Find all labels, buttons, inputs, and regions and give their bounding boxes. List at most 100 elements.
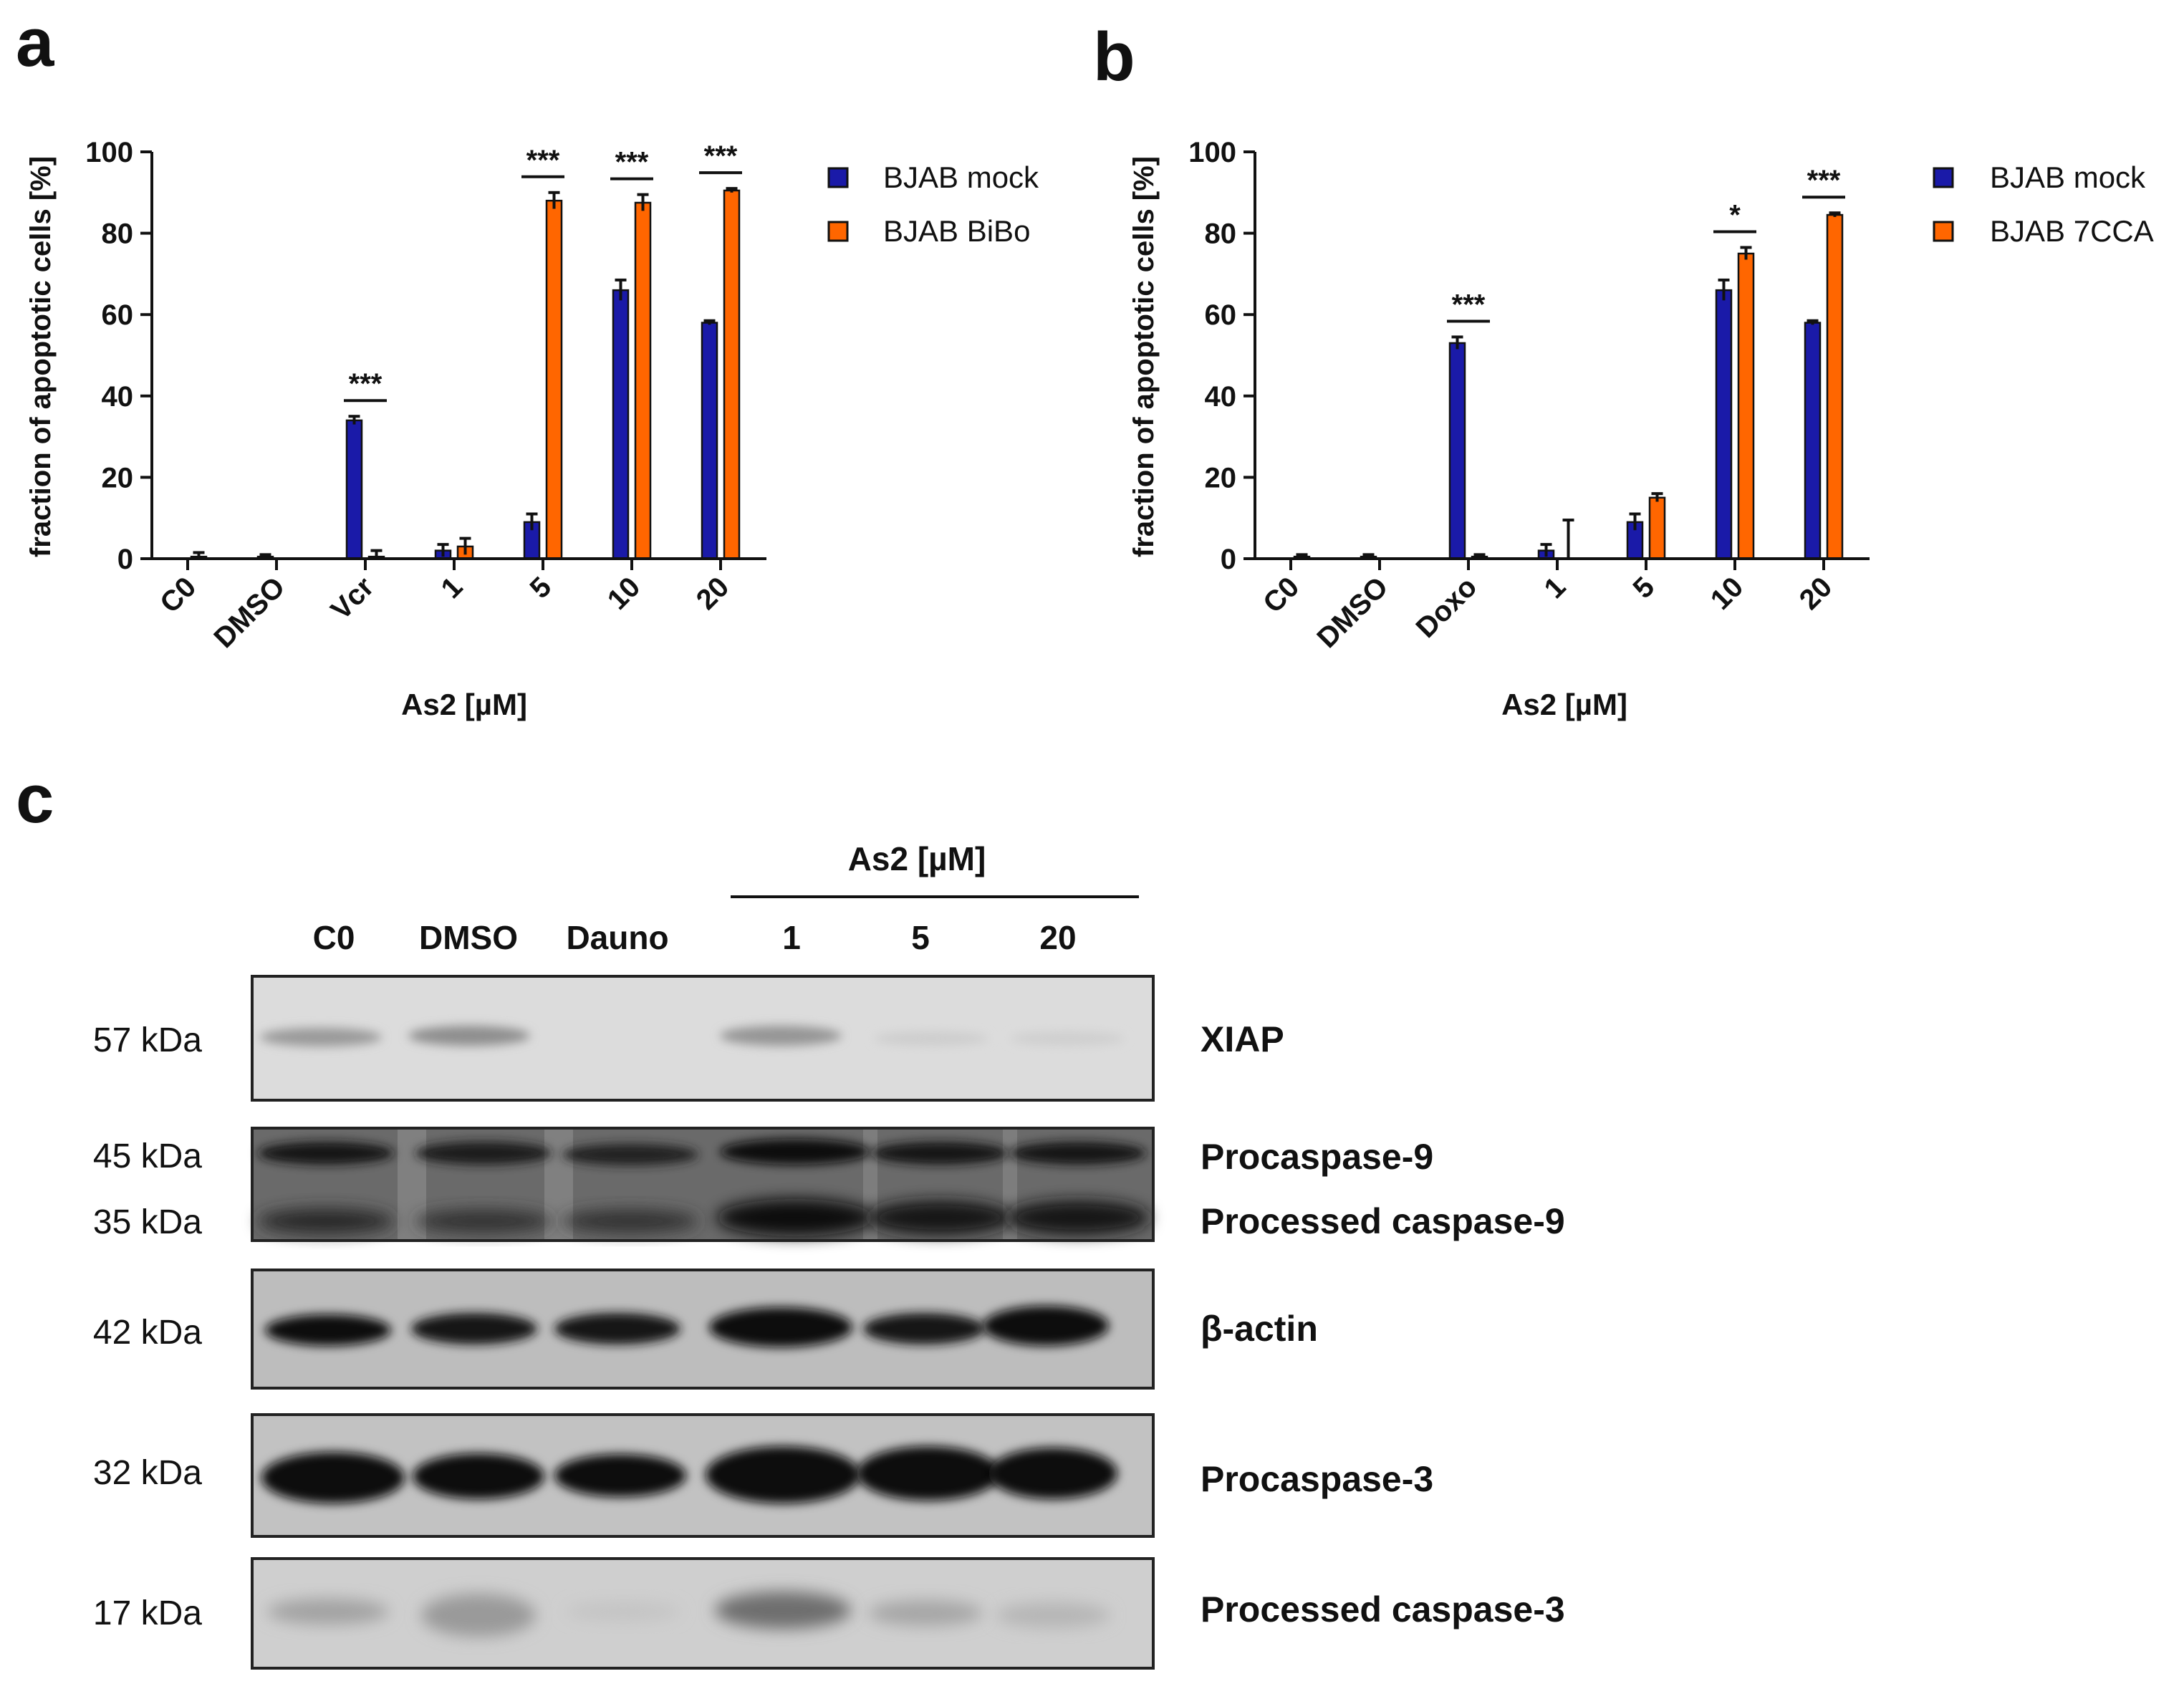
error-bar xyxy=(548,191,560,209)
bar-treated xyxy=(1737,252,1755,560)
blot-size-label: 45 kDa xyxy=(93,1137,202,1175)
blot-treatment-header: As2 [µM] xyxy=(848,840,986,877)
bar-mock xyxy=(701,322,718,560)
band-procasp3-20 xyxy=(988,1448,1117,1499)
error-bar xyxy=(526,512,538,531)
band-procasp3-dmso xyxy=(413,1453,544,1499)
significance-marker: *** xyxy=(521,145,564,178)
svg-text:***: *** xyxy=(1807,165,1841,196)
chart-b-legend-swatch-mock xyxy=(1933,167,1954,188)
band-casp9-dmso xyxy=(415,1210,552,1233)
bar-mock xyxy=(1448,342,1466,560)
band-actin-dmso xyxy=(411,1313,537,1344)
chart-a-legend-swatch-bibo xyxy=(827,221,849,242)
band-actin-5 xyxy=(863,1313,985,1344)
western-blot: As2 [µM] C0 DMSO Dauno 1 5 20 57 kDa XIA… xyxy=(93,840,1565,1670)
blot-frame xyxy=(251,1413,1155,1538)
blot-row-beta-actin: 42 kDa β-actin xyxy=(93,1269,1318,1390)
significance-marker: *** xyxy=(1802,165,1845,199)
chart-a-x-axis-label: As2 [µM] xyxy=(401,688,527,721)
x-tick-label: DMSO xyxy=(208,571,291,654)
x-tick-label: Vcr xyxy=(325,571,380,626)
error-bar xyxy=(459,536,471,555)
band-procasp3-c0 xyxy=(261,1452,405,1503)
chart-a: *** *** *** *** 0 20 40 60 80 100 C0 DMSO Vcr 1 5 10 2… xyxy=(25,137,1039,721)
bar-treated xyxy=(1826,213,1844,560)
error-bar xyxy=(1651,492,1663,502)
blot-protein-label: XIAP xyxy=(1201,1019,1284,1059)
blot-size-label: 35 kDa xyxy=(93,1203,202,1241)
blot-row-procaspase-3: 32 kDa Procaspase-3 xyxy=(93,1413,1433,1538)
band-procasp9-20 xyxy=(1010,1142,1146,1165)
blot-protein-label: Procaspase-3 xyxy=(1201,1459,1433,1499)
svg-text:***: *** xyxy=(349,368,383,400)
error-bar xyxy=(1807,319,1819,325)
bar-treated xyxy=(723,189,741,560)
band-xiap-1 xyxy=(720,1026,842,1046)
error-bar xyxy=(1540,543,1552,557)
significance-marker: *** xyxy=(699,140,742,175)
band-xiap-20 xyxy=(1010,1031,1125,1046)
x-tick-label: C0 xyxy=(154,571,202,619)
band-actin-c0 xyxy=(265,1314,391,1346)
blot-lane-label: 5 xyxy=(911,919,930,956)
band-casp3-c0 xyxy=(267,1599,389,1624)
band-casp9-c0 xyxy=(258,1208,394,1234)
x-tick-label: 20 xyxy=(1794,571,1839,616)
error-bar xyxy=(1829,211,1841,217)
y-tick-label: 60 xyxy=(1205,299,1237,331)
blot-protein-label: Procaspase-9 xyxy=(1201,1137,1433,1177)
blot-size-label: 57 kDa xyxy=(93,1021,202,1059)
x-tick-label: DMSO xyxy=(1311,571,1394,654)
panel-letter-b: b xyxy=(1093,19,1135,95)
blot-lane-label: Dauno xyxy=(566,919,668,956)
error-bar xyxy=(615,278,627,301)
blot-frame xyxy=(251,1127,1155,1242)
chart-b-legend-label-7cca: BJAB 7CCA xyxy=(1990,214,2154,248)
chart-b-error-bars xyxy=(1296,211,1841,559)
bar-mock xyxy=(345,419,363,560)
band-xiap-c0 xyxy=(260,1028,382,1046)
x-tick-label: 5 xyxy=(1627,571,1661,605)
x-tick-label: Doxo xyxy=(1410,571,1483,644)
y-tick-label: 40 xyxy=(102,381,134,413)
chart-a-significance: *** *** *** *** xyxy=(344,140,742,403)
band-procasp9-dauno xyxy=(562,1144,698,1165)
chart-a-legend-swatch-mock xyxy=(827,167,849,188)
panel-letter-c: c xyxy=(16,761,54,837)
band-procasp9-dmso xyxy=(415,1142,552,1165)
chart-a-legend-label-mock: BJAB mock xyxy=(883,160,1039,194)
y-tick-label: 0 xyxy=(1221,544,1236,575)
y-tick-label: 20 xyxy=(1205,462,1237,494)
chart-b-x-axis-label: As2 [µM] xyxy=(1501,688,1627,721)
chart-b-legend-label-mock: BJAB mock xyxy=(1990,160,2146,194)
chart-a-y-ticks: 0 20 40 60 80 100 xyxy=(85,137,152,575)
chart-a-legend-label-bibo: BJAB BiBo xyxy=(883,214,1030,248)
bar-treated xyxy=(545,199,563,560)
svg-text:***: *** xyxy=(615,147,649,178)
significance-marker: * xyxy=(1713,199,1756,234)
blot-size-label: 17 kDa xyxy=(93,1594,202,1632)
bar-treated xyxy=(634,201,652,560)
error-bar xyxy=(1562,519,1574,559)
band-xiap-5 xyxy=(874,1031,988,1046)
x-tick-label: 1 xyxy=(1539,571,1572,605)
band-procasp9-c0 xyxy=(258,1142,394,1165)
x-tick-label: 10 xyxy=(602,571,647,616)
blot-frame xyxy=(251,1269,1155,1390)
panel-letter-a: a xyxy=(16,4,54,81)
blot-lane-label: 20 xyxy=(1039,919,1076,956)
band-casp9-dauno xyxy=(562,1210,698,1233)
error-bar xyxy=(1629,512,1641,531)
band-casp3-1 xyxy=(715,1592,851,1629)
blot-protein-label: β-actin xyxy=(1201,1309,1318,1349)
y-tick-label: 20 xyxy=(102,462,134,494)
band-xiap-dmso xyxy=(408,1026,530,1046)
significance-marker: *** xyxy=(344,368,387,403)
bar-mock xyxy=(612,289,630,560)
band-procasp9-1 xyxy=(720,1139,870,1165)
chart-a-x-ticks: C0 DMSO Vcr 1 5 10 20 xyxy=(154,559,735,654)
blot-row-xiap: 57 kDa XIAP xyxy=(93,975,1284,1102)
error-bar xyxy=(703,319,716,325)
